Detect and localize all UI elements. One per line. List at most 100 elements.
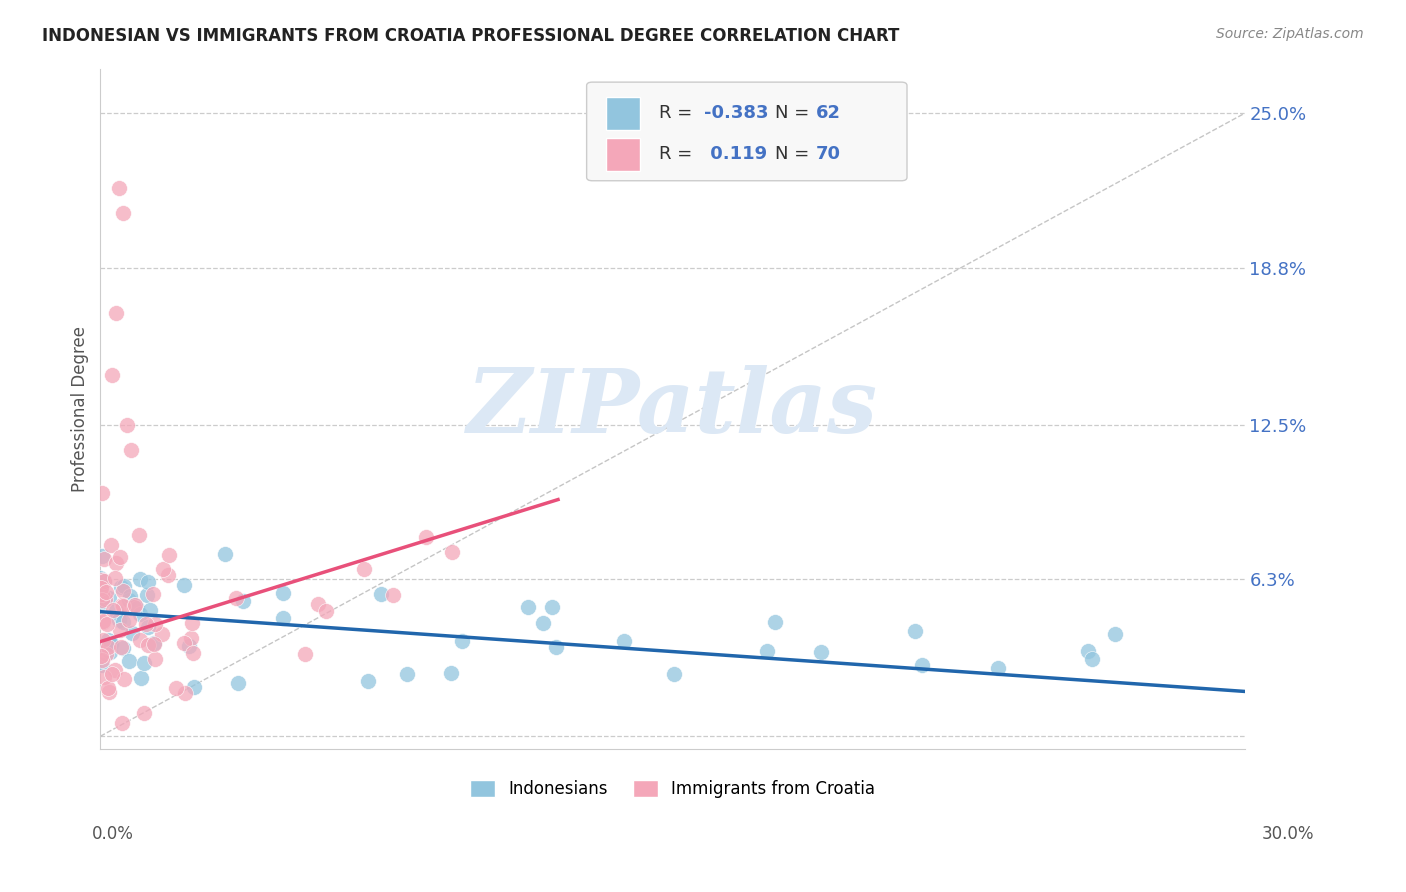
Point [91, 486, 114, 500]
Point [100, 636, 122, 650]
Point [118, 589, 141, 603]
Point [118, 592, 141, 607]
Point [353, 562, 375, 576]
Point [94, 591, 117, 606]
Point [129, 671, 152, 685]
Point [183, 646, 205, 660]
Point [143, 617, 166, 632]
Point [173, 577, 195, 591]
Point [100, 538, 122, 552]
Point [91, 615, 114, 629]
Point [91, 633, 114, 648]
Point [110, 640, 132, 654]
Point [127, 601, 149, 615]
Point [214, 547, 236, 561]
Point [173, 636, 195, 650]
Point [107, 613, 129, 627]
Point [810, 645, 832, 659]
Point [90, 578, 112, 592]
Point [89, 571, 111, 585]
Point [90, 593, 112, 607]
Y-axis label: Professional Degree: Professional Degree [72, 326, 89, 491]
Point [136, 620, 159, 634]
Point [142, 637, 165, 651]
Point [294, 647, 316, 661]
Text: N =: N = [776, 103, 815, 121]
Point [183, 680, 205, 694]
Point [613, 634, 636, 648]
Point [91, 587, 114, 601]
Text: Source: ZipAtlas.com: Source: ZipAtlas.com [1216, 27, 1364, 41]
Point [101, 368, 124, 382]
Point [112, 673, 135, 687]
Point [93, 574, 115, 588]
Point [517, 599, 540, 614]
Point [987, 661, 1010, 675]
Point [132, 656, 155, 670]
Point [100, 636, 122, 650]
Point [381, 589, 404, 603]
Point [356, 673, 378, 688]
Point [226, 676, 249, 690]
FancyBboxPatch shape [606, 97, 640, 129]
Point [111, 598, 134, 612]
Point [315, 604, 337, 618]
Point [104, 663, 127, 677]
Point [94, 585, 117, 599]
Point [110, 580, 132, 594]
Text: -0.383: -0.383 [704, 103, 769, 121]
Point [89, 581, 111, 595]
Point [91, 658, 114, 673]
Point [93, 552, 115, 566]
Point [174, 686, 197, 700]
Point [90, 653, 112, 667]
Point [93, 574, 115, 588]
FancyBboxPatch shape [586, 82, 907, 181]
Text: 0.119: 0.119 [704, 145, 768, 162]
Point [90, 573, 112, 587]
Point [91, 549, 114, 564]
Point [1077, 644, 1099, 658]
Point [98, 645, 121, 659]
Point [90, 648, 112, 663]
Point [122, 599, 145, 613]
Point [135, 616, 157, 631]
Point [118, 613, 141, 627]
Point [97, 685, 120, 699]
Point [128, 572, 150, 586]
Point [112, 615, 135, 629]
Point [139, 602, 162, 616]
Point [94, 647, 117, 661]
Point [157, 548, 180, 562]
Point [763, 615, 786, 629]
Point [111, 599, 134, 613]
Point [121, 626, 143, 640]
Point [232, 594, 254, 608]
Text: ZIPatlas: ZIPatlas [467, 366, 877, 452]
FancyBboxPatch shape [606, 138, 640, 170]
Point [544, 640, 567, 655]
Point [271, 611, 294, 625]
Point [136, 574, 159, 589]
Point [138, 638, 160, 652]
Point [143, 636, 166, 650]
Point [122, 599, 145, 614]
Point [96, 617, 118, 632]
Point [1080, 651, 1102, 665]
Point [225, 591, 247, 605]
Point [307, 597, 329, 611]
Text: R =: R = [658, 145, 697, 162]
Text: R =: R = [658, 103, 697, 121]
Point [756, 644, 779, 658]
Point [1104, 627, 1126, 641]
Point [271, 586, 294, 600]
Point [97, 632, 120, 647]
Text: 62: 62 [815, 103, 841, 121]
Text: 70: 70 [815, 145, 841, 162]
Point [142, 587, 165, 601]
Text: 0.0%: 0.0% [91, 825, 134, 843]
Point [112, 579, 135, 593]
Point [98, 591, 121, 606]
Point [101, 667, 124, 681]
Point [104, 571, 127, 585]
